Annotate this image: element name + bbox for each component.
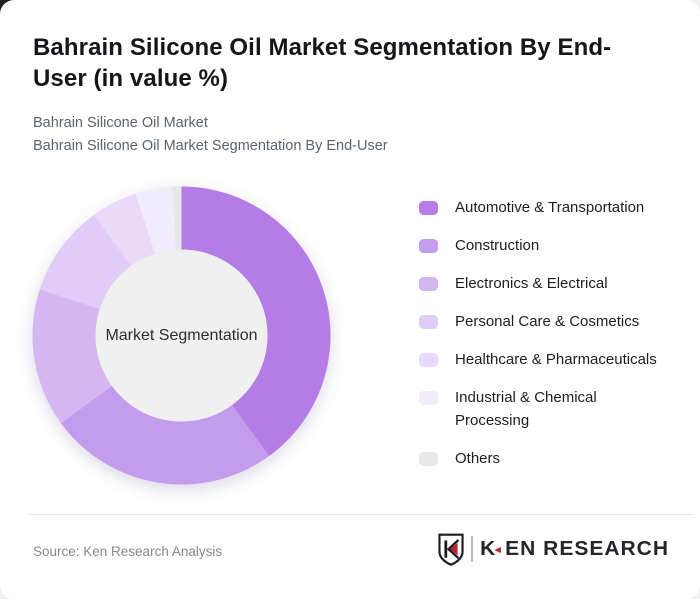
legend-swatch-icon <box>419 277 438 291</box>
page-title-line2: User (in value %) <box>33 65 229 92</box>
legend-swatch-icon <box>419 353 438 367</box>
legend-label: Personal Care & Cosmetics <box>455 313 640 330</box>
donut-slices <box>32 186 331 485</box>
ken-research-logo: K ◄ EN RESEARCH <box>437 532 669 566</box>
chart-subtitle-line2: Bahrain Silicone Oil Market Segmentation… <box>33 138 388 154</box>
legend-item-construction: Construction <box>419 234 669 257</box>
pie-slice-construction <box>60 386 270 485</box>
pie-slice-healthcare-pharmaceuticals <box>93 193 155 266</box>
legend-label: Others <box>455 450 501 467</box>
chart-subtitle-line1: Bahrain Silicone Oil Market <box>33 115 208 131</box>
logo-red-arrow-icon: ◄ <box>492 543 505 556</box>
legend-label: Automotive & Transportation <box>455 199 645 216</box>
donut-inner-circle <box>95 249 268 422</box>
logo-letter-k: K <box>480 537 497 560</box>
legend-label: Electronics & Electrical <box>455 275 608 292</box>
legend-swatch-icon <box>419 391 438 405</box>
legend-item-healthcare-pharmaceuticals: Healthcare & Pharmaceuticals <box>419 348 669 371</box>
legend-label: Industrial & Chemical Processing <box>455 389 597 429</box>
legend-swatch-icon <box>419 452 438 466</box>
pie-slice-industrial-chemical-processing <box>135 186 177 254</box>
legend-label: Healthcare & Pharmaceuticals <box>455 351 657 368</box>
pie-slice-electronics-electrical <box>32 289 112 424</box>
legend-item-others: Others <box>419 447 669 470</box>
chart-legend: Automotive & Transportation Construction E… <box>419 196 669 485</box>
logo-wordmark: K ◄ EN RESEARCH <box>480 537 669 560</box>
pie-slice-others <box>172 186 182 250</box>
legend-swatch-icon <box>419 315 438 329</box>
ken-research-shield-icon <box>438 533 464 566</box>
chart-subtitle: Bahrain Silicone Oil Market Bahrain Sili… <box>33 112 673 158</box>
pie-slice-automotive-transportation <box>181 186 331 457</box>
logo-text-rest: EN RESEARCH <box>505 537 669 560</box>
page-title-line1: Bahrain Silicone Oil Market Segmentation… <box>33 34 612 61</box>
legend-swatch-icon <box>419 201 438 215</box>
donut-chart: Market Segmentation <box>32 186 331 485</box>
legend-swatch-icon <box>419 239 438 253</box>
source-note: Source: Ken Research Analysis <box>33 544 223 559</box>
footer-divider <box>28 514 694 515</box>
logo-divider <box>471 536 474 562</box>
pie-slice-personal-care-cosmetics <box>39 214 131 309</box>
legend-item-personal-care-cosmetics: Personal Care & Cosmetics <box>419 310 669 333</box>
legend-item-electronics-electrical: Electronics & Electrical <box>419 272 669 295</box>
legend-label: Construction <box>455 237 540 254</box>
legend-item-automotive-transportation: Automotive & Transportation <box>419 196 669 219</box>
legend-item-industrial-chemical-processing: Industrial & Chemical Processing <box>419 386 669 432</box>
page-title: Bahrain Silicone Oil Market Segmentation… <box>33 32 673 94</box>
